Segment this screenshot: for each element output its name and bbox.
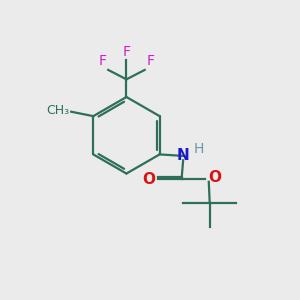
Text: F: F: [122, 45, 130, 59]
Text: F: F: [146, 54, 154, 68]
Text: H: H: [194, 142, 204, 155]
Text: O: O: [208, 170, 221, 185]
Text: N: N: [177, 148, 190, 164]
Text: CH₃: CH₃: [46, 104, 70, 117]
Text: F: F: [99, 54, 107, 68]
Text: O: O: [142, 172, 155, 187]
